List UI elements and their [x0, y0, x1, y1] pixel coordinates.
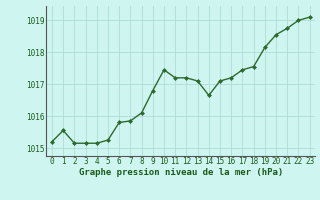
X-axis label: Graphe pression niveau de la mer (hPa): Graphe pression niveau de la mer (hPa) [79, 168, 283, 177]
